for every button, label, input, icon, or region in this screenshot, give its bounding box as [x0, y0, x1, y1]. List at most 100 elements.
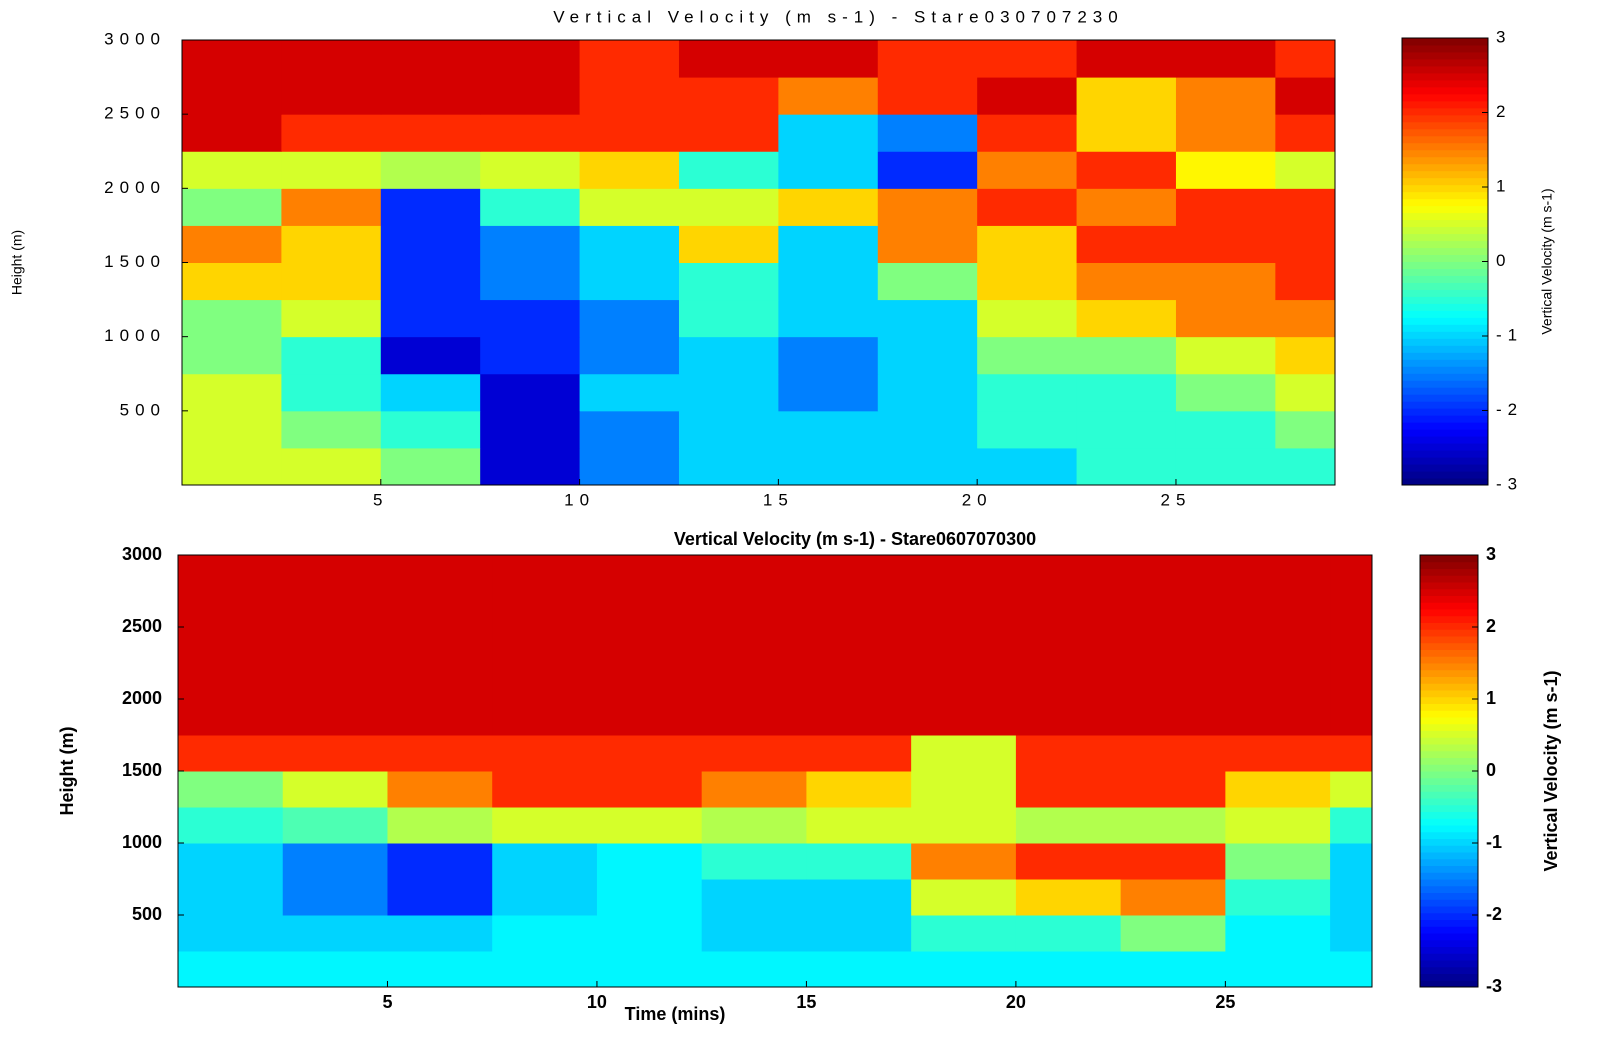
cell: [492, 879, 598, 916]
cell: [492, 627, 598, 664]
cell: [877, 447, 978, 485]
cell: [480, 447, 581, 485]
cell: [387, 879, 493, 916]
colorbar-swatch: [1420, 595, 1478, 603]
cell: [1275, 299, 1335, 338]
cell: [579, 373, 680, 412]
cell: [701, 591, 807, 628]
cell: [1076, 77, 1177, 115]
cell: [701, 663, 807, 700]
cell: [977, 373, 1078, 412]
cell: [1225, 627, 1331, 664]
cell: [282, 627, 388, 664]
cell: [877, 188, 978, 226]
cell: [579, 40, 680, 78]
y-tick-label: 2000: [122, 688, 162, 708]
cell: [480, 188, 581, 226]
cell: [1015, 555, 1122, 592]
cell: [977, 77, 1078, 115]
colorbar-swatch: [1420, 744, 1478, 752]
cell: [387, 627, 493, 664]
colorbar-swatch: [1402, 282, 1488, 290]
cell: [596, 663, 703, 700]
colorbar-label: Vertical Velocity (m s-1): [1541, 670, 1561, 871]
cell: [678, 373, 779, 412]
panel: Vertical Velocity (m s-1) - Stare0307072…: [9, 7, 1555, 509]
cell: [387, 699, 493, 736]
cell: [282, 843, 388, 880]
colorbar-tick-label: 0: [1496, 251, 1511, 270]
cell: [1275, 410, 1335, 449]
cell: [778, 262, 879, 301]
colorbar-swatch: [1402, 219, 1488, 228]
cell: [182, 40, 282, 78]
cell: [380, 114, 481, 152]
cell: [1120, 555, 1226, 592]
colorbar-swatch: [1402, 170, 1488, 179]
cell: [1076, 188, 1177, 226]
cell: [492, 771, 598, 808]
cell: [281, 151, 382, 189]
cell: [178, 627, 284, 664]
cell: [579, 410, 680, 449]
cell: [281, 447, 382, 485]
cell: [178, 807, 284, 844]
y-tick-label: 3000: [104, 29, 166, 48]
colorbar-swatch: [1420, 946, 1478, 954]
cell: [492, 663, 598, 700]
colorbar-swatch: [1420, 791, 1478, 799]
cell: [911, 771, 1017, 808]
x-tick-label: 5: [382, 992, 392, 1012]
y-tick-label: 1500: [122, 760, 162, 780]
colorbar-swatch: [1420, 710, 1478, 718]
chart-title: Vertical Velocity (m s-1) - Stare0607070…: [674, 529, 1036, 549]
cell: [701, 807, 807, 844]
colorbar-swatch: [1420, 966, 1478, 974]
cell: [806, 663, 912, 700]
y-tick-label: 500: [132, 904, 162, 924]
cell: [701, 843, 807, 880]
cell: [1076, 410, 1177, 449]
colorbar-swatch: [1420, 609, 1478, 617]
cell: [492, 843, 598, 880]
cell: [1225, 951, 1331, 987]
colorbar-swatch: [1420, 798, 1478, 806]
colorbar-swatch: [1420, 933, 1478, 941]
colorbar-swatch: [1420, 926, 1478, 934]
cell: [492, 735, 598, 772]
colorbar-swatch: [1402, 177, 1488, 186]
cell: [492, 699, 598, 736]
cell: [380, 447, 481, 485]
cell: [1275, 373, 1335, 412]
colorbar-swatch: [1402, 408, 1488, 416]
cell: [1076, 447, 1177, 485]
colorbar-swatch: [1420, 676, 1478, 684]
cell: [1330, 879, 1372, 916]
cell: [806, 807, 912, 844]
cell: [806, 627, 912, 664]
x-tick-label: 20: [962, 490, 993, 509]
colorbar-swatch: [1420, 588, 1478, 596]
cell: [282, 915, 388, 952]
cell: [579, 225, 680, 263]
colorbar-swatch: [1402, 310, 1488, 318]
cell: [1330, 771, 1372, 808]
colorbar-tick-label: -3: [1496, 474, 1523, 493]
cell: [806, 735, 912, 772]
colorbar-swatch: [1402, 324, 1488, 332]
cell: [1225, 735, 1331, 772]
cell: [182, 410, 282, 449]
colorbar-swatch: [1402, 79, 1488, 88]
cell: [182, 447, 282, 485]
cell: [178, 663, 284, 700]
colorbar-swatch: [1402, 107, 1488, 116]
colorbar-swatch: [1402, 93, 1488, 102]
cell: [911, 843, 1017, 880]
cell: [806, 555, 912, 592]
cell: [480, 410, 581, 449]
colorbar-swatch: [1420, 906, 1478, 914]
colorbar-swatch: [1402, 198, 1488, 207]
cell: [182, 188, 282, 226]
colorbar-swatch: [1420, 555, 1478, 563]
colorbar-swatch: [1420, 575, 1478, 583]
